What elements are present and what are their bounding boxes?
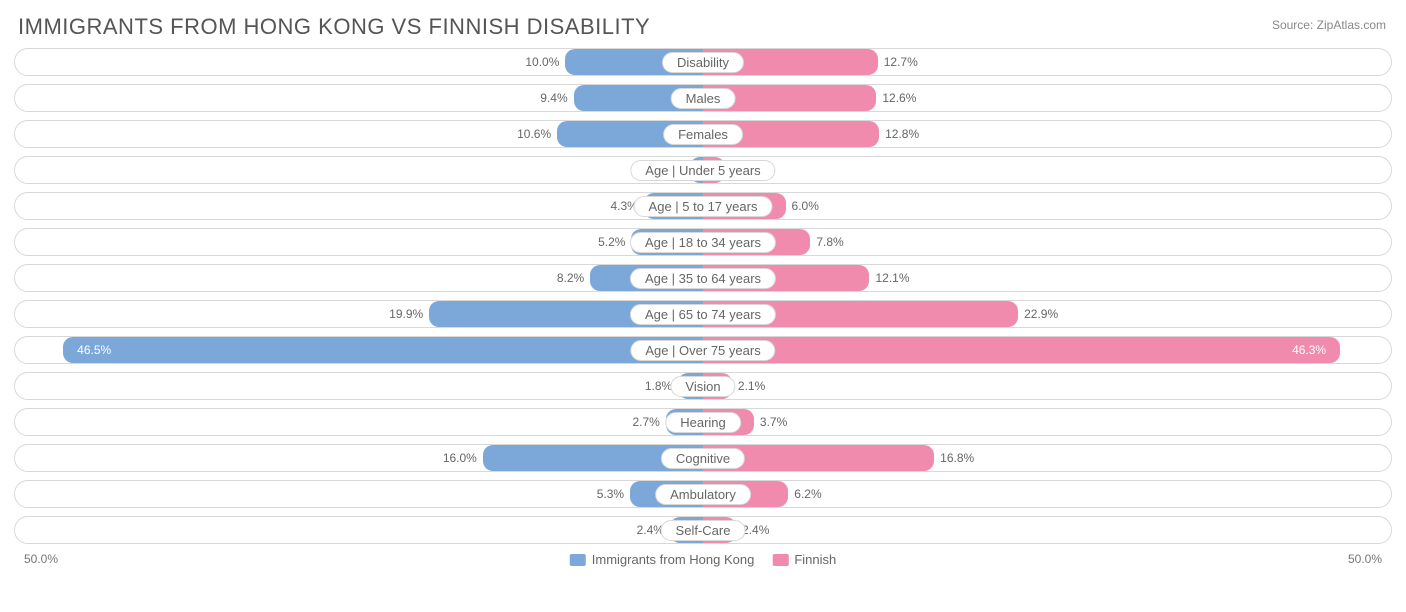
value-left: 5.2% [598, 235, 625, 249]
legend-swatch-right [772, 554, 788, 566]
axis-label-left: 50.0% [24, 552, 58, 566]
row-label: Hearing [665, 412, 741, 433]
table-row: Hearing 2.7% 3.7% [14, 408, 1392, 436]
row-label: Cognitive [661, 448, 745, 469]
legend-label-right: Finnish [794, 552, 836, 567]
value-right: 12.8% [885, 127, 919, 141]
legend-item-right: Finnish [772, 552, 836, 567]
legend-item-left: Immigrants from Hong Kong [570, 552, 755, 567]
value-right: 46.3% [1292, 343, 1326, 357]
value-right: 12.1% [875, 271, 909, 285]
table-row: Age | 18 to 34 years 5.2% 7.8% [14, 228, 1392, 256]
value-right: 3.7% [760, 415, 787, 429]
value-left: 10.6% [517, 127, 551, 141]
row-label: Age | Over 75 years [630, 340, 775, 361]
table-row: Self-Care2.4%2.4% [14, 516, 1392, 544]
table-row: Ambulatory 5.3% 6.2% [14, 480, 1392, 508]
value-right: 22.9% [1024, 307, 1058, 321]
source-attribution: Source: ZipAtlas.com [1272, 18, 1386, 32]
chart-title: IMMIGRANTS FROM HONG KONG VS FINNISH DIS… [18, 14, 650, 40]
value-left: 8.2% [557, 271, 584, 285]
row-label: Females [663, 124, 743, 145]
table-row: Disability 10.0% 12.7% [14, 48, 1392, 76]
row-label: Age | 65 to 74 years [630, 304, 776, 325]
value-left: 2.7% [633, 415, 660, 429]
table-row: Females 10.6% 12.8% [14, 120, 1392, 148]
table-row: Vision1.8% 2.1% [14, 372, 1392, 400]
value-left: 9.4% [540, 91, 567, 105]
legend-label-left: Immigrants from Hong Kong [592, 552, 755, 567]
row-label: Males [671, 88, 736, 109]
value-left: 5.3% [597, 487, 624, 501]
row-label: Ambulatory [655, 484, 751, 505]
chart-area: Disability 10.0% 12.7% Males 9.4% 12.6% Female… [14, 48, 1392, 584]
value-right: 12.7% [884, 55, 918, 69]
table-row: Cognitive 16.0% 16.8% [14, 444, 1392, 472]
table-row: Age | 5 to 17 years4.3%6.0% [14, 192, 1392, 220]
table-row: Males 9.4% 12.6% [14, 84, 1392, 112]
axis-label-right: 50.0% [1348, 552, 1382, 566]
value-left: 19.9% [389, 307, 423, 321]
value-right: 16.8% [940, 451, 974, 465]
value-right: 12.6% [882, 91, 916, 105]
value-left: 10.0% [525, 55, 559, 69]
value-right: 6.2% [794, 487, 821, 501]
value-right: 6.0% [792, 199, 819, 213]
bar-left [63, 337, 703, 363]
row-label: Age | 18 to 34 years [630, 232, 776, 253]
value-left: 16.0% [443, 451, 477, 465]
row-label: Disability [662, 52, 744, 73]
value-right: 2.1% [738, 379, 765, 393]
table-row: Age | 65 to 74 years 19.9% 22.9% [14, 300, 1392, 328]
value-left: 1.8% [645, 379, 672, 393]
row-label: Age | 5 to 17 years [634, 196, 773, 217]
legend: Immigrants from Hong Kong Finnish [570, 552, 837, 567]
row-label: Age | 35 to 64 years [630, 268, 776, 289]
row-label: Vision [670, 376, 735, 397]
table-row: Age | Over 75 years 46.5% 46.3% [14, 336, 1392, 364]
row-label: Self-Care [661, 520, 746, 541]
row-label: Age | Under 5 years [630, 160, 775, 181]
bar-right [703, 337, 1340, 363]
rows-host: Disability 10.0% 12.7% Males 9.4% 12.6% Female… [14, 48, 1392, 544]
axis-row: 50.0% Immigrants from Hong Kong Finnish … [14, 552, 1392, 572]
value-left: 46.5% [77, 343, 111, 357]
legend-swatch-left [570, 554, 586, 566]
value-right: 7.8% [816, 235, 843, 249]
table-row: Age | 35 to 64 years 8.2% 12.1% [14, 264, 1392, 292]
value-right: 2.4% [742, 523, 769, 537]
table-row: Age | Under 5 years0.95%1.6% [14, 156, 1392, 184]
